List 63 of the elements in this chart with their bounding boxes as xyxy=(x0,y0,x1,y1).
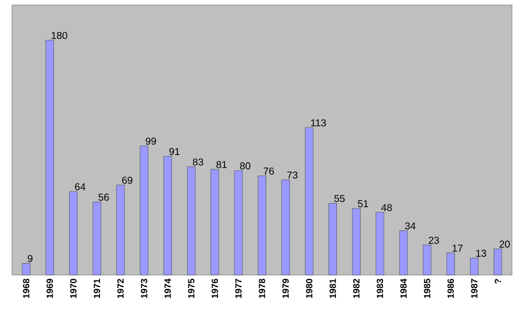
data-label: 76 xyxy=(264,168,274,175)
x-tick-label: 1976 xyxy=(212,278,218,298)
data-label: 69 xyxy=(122,176,132,184)
data-label: 48 xyxy=(381,204,392,212)
bar xyxy=(92,202,102,276)
bar xyxy=(187,166,196,276)
bar xyxy=(446,252,455,276)
x-tick-label: ? xyxy=(494,279,501,284)
data-label: 20 xyxy=(500,240,510,248)
x-tick-label: 1975 xyxy=(188,278,194,298)
data-label: 55 xyxy=(334,195,345,202)
data-label: 17 xyxy=(452,244,462,252)
bar xyxy=(352,208,361,276)
x-tick-label: 1984 xyxy=(400,278,407,298)
data-label: 56 xyxy=(98,194,109,201)
x-tick-label: 1983 xyxy=(376,278,384,298)
data-label: 113 xyxy=(311,119,326,126)
data-label: 64 xyxy=(75,183,86,190)
bar xyxy=(22,263,30,276)
x-tick-label: 1978 xyxy=(258,278,266,298)
data-label: 9 xyxy=(28,254,32,262)
bar xyxy=(470,258,478,276)
bar xyxy=(163,156,172,276)
bar xyxy=(328,203,337,276)
bar xyxy=(494,248,502,276)
bar xyxy=(46,40,54,276)
bar xyxy=(376,212,384,276)
bar xyxy=(422,244,432,276)
bar xyxy=(234,170,243,276)
x-tick-label: 1986 xyxy=(447,278,454,298)
x-tick-label: 1973 xyxy=(140,278,148,298)
data-label: 73 xyxy=(287,171,298,179)
bar xyxy=(281,180,290,276)
data-label: 81 xyxy=(216,161,227,168)
data-label: 34 xyxy=(405,222,416,230)
data-label: 180 xyxy=(52,32,68,40)
x-tick-label: 1971 xyxy=(94,278,100,298)
x-tick-label: 1977 xyxy=(235,278,242,298)
data-label: 23 xyxy=(428,236,439,244)
data-label: 91 xyxy=(169,148,180,156)
bar xyxy=(140,146,148,276)
bar xyxy=(69,191,78,276)
x-tick-label: 1970 xyxy=(70,278,77,298)
data-label: 13 xyxy=(476,250,486,257)
data-label: 80 xyxy=(240,162,250,170)
x-tick-label: 1969 xyxy=(46,278,53,298)
bar xyxy=(210,169,220,276)
data-label: 51 xyxy=(358,200,368,208)
x-tick-label: 1968 xyxy=(22,278,30,298)
x-tick-label: 1982 xyxy=(353,278,360,298)
data-label: 99 xyxy=(146,138,156,145)
x-tick-label: 1981 xyxy=(330,278,336,298)
bar xyxy=(258,176,266,276)
data-label: 83 xyxy=(192,158,204,166)
x-tick-label: 1974 xyxy=(164,278,171,298)
bar xyxy=(304,127,314,276)
x-tick-label: 1980 xyxy=(306,278,312,298)
bar xyxy=(116,184,125,276)
x-tick-label: 1985 xyxy=(424,278,430,298)
x-tick-label: 1972 xyxy=(117,278,124,298)
bar xyxy=(399,230,408,276)
x-tick-label: 1979 xyxy=(282,278,289,298)
x-tick-label: 1987 xyxy=(471,278,478,298)
